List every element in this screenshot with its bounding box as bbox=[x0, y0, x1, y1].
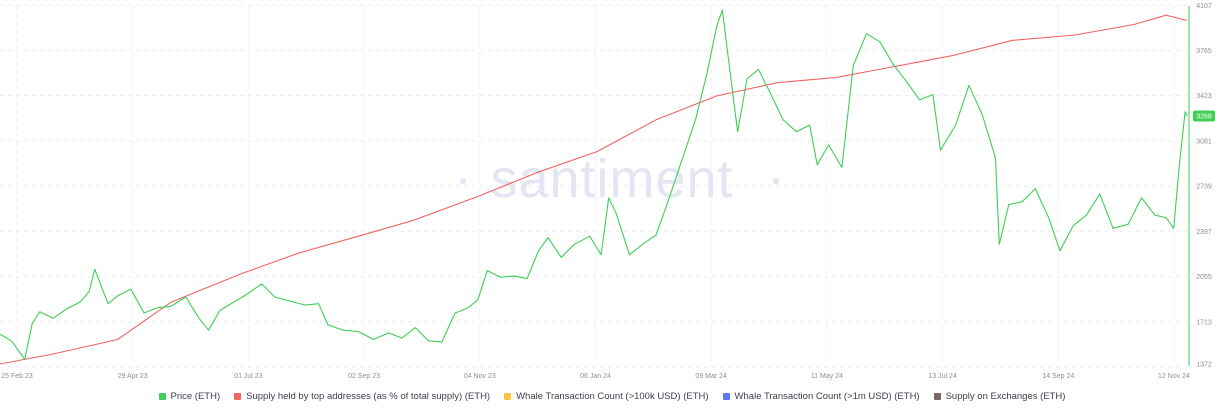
supply-top-addresses-series-line bbox=[0, 14, 1188, 365]
watermark-dot-right bbox=[773, 178, 779, 184]
x-tick-label: 02 Sep 23 bbox=[348, 373, 380, 380]
x-tick-label: 09 Mar 24 bbox=[695, 373, 727, 380]
legend-item-supply-exchanges[interactable]: Supply on Exchanges (ETH) bbox=[933, 391, 1066, 402]
price-series-line bbox=[0, 9, 1188, 360]
legend-swatch-whale-1m bbox=[722, 393, 730, 400]
y-tick-label: 4107 bbox=[1196, 3, 1212, 10]
legend-swatch-supply-top-addresses bbox=[234, 393, 242, 400]
santiment-watermark: santiment bbox=[490, 149, 733, 209]
watermark-dot-left bbox=[460, 178, 466, 184]
legend-swatch-whale-100k bbox=[504, 393, 512, 400]
grid-lines bbox=[0, 4, 1187, 368]
y-tick-label: 3765 bbox=[1196, 48, 1212, 55]
y-tick-label: 3423 bbox=[1196, 93, 1212, 100]
x-tick-label: 14 Sep 24 bbox=[1042, 373, 1074, 380]
y-tick-label: 1372 bbox=[1196, 362, 1212, 369]
x-tick-label: 06 Jan 24 bbox=[580, 373, 611, 380]
current-price-label: 3268 bbox=[1196, 114, 1212, 121]
legend-label-price: Price (ETH) bbox=[170, 391, 221, 402]
legend-swatch-supply-exchanges bbox=[933, 393, 941, 400]
x-tick-label: 29 Apr 23 bbox=[118, 373, 148, 380]
x-tick-label: 13 Jul 24 bbox=[928, 373, 957, 380]
legend-item-price[interactable]: Price (ETH) bbox=[158, 391, 221, 402]
x-tick-label: 12 Nov 24 bbox=[1158, 373, 1190, 380]
x-axis-ticks: 25 Feb 23 29 Apr 23 01 Jul 23 02 Sep 23 04 N… bbox=[1, 373, 1190, 380]
chart-canvas: santiment 1372 1713 2055 2397 2739 3081 3423 37… bbox=[0, 3, 1215, 380]
legend-item-whale-1m[interactable]: Whale Transaction Count (>1m USD) (ETH) bbox=[722, 391, 920, 402]
legend-swatch-price bbox=[158, 393, 166, 400]
y-tick-label: 1713 bbox=[1196, 319, 1212, 326]
y-tick-label: 2397 bbox=[1196, 229, 1212, 236]
x-tick-label: 04 Nov 23 bbox=[464, 373, 496, 380]
y-axis-ticks: 1372 1713 2055 2397 2739 3081 3423 3765 4107 bbox=[1196, 3, 1212, 369]
legend-label-supply-top-addresses: Supply held by top addresses (as % of to… bbox=[246, 391, 491, 402]
y-tick-label: 3081 bbox=[1196, 138, 1212, 145]
legend-item-whale-100k[interactable]: Whale Transaction Count (>100k USD) (ETH… bbox=[504, 391, 709, 402]
x-tick-label: 01 Jul 23 bbox=[234, 373, 263, 380]
x-tick-label: 25 Feb 23 bbox=[1, 373, 33, 380]
series-lines bbox=[0, 9, 1188, 365]
current-price-badge: 3268 bbox=[1193, 110, 1215, 122]
x-tick-label: 11 May 24 bbox=[811, 373, 843, 380]
chart-legend: Price (ETH) Supply held by top addresses… bbox=[0, 391, 1224, 402]
legend-label-whale-1m: Whale Transaction Count (>1m USD) (ETH) bbox=[734, 391, 920, 402]
y-tick-label: 2739 bbox=[1196, 184, 1212, 191]
y-tick-label: 2055 bbox=[1196, 274, 1212, 281]
legend-label-whale-100k: Whale Transaction Count (>100k USD) (ETH… bbox=[516, 391, 709, 402]
legend-label-supply-exchanges: Supply on Exchanges (ETH) bbox=[945, 391, 1066, 402]
legend-item-supply-top-addresses[interactable]: Supply held by top addresses (as % of to… bbox=[234, 391, 490, 402]
